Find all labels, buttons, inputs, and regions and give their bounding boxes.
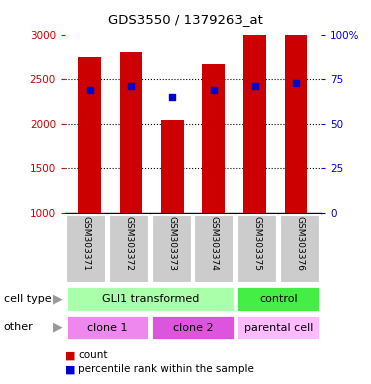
Text: ■: ■ — [65, 364, 75, 374]
Text: count: count — [78, 350, 108, 360]
Point — [169, 94, 175, 100]
Text: other: other — [4, 322, 33, 332]
Text: GSM303373: GSM303373 — [167, 216, 176, 271]
Text: ▶: ▶ — [53, 321, 62, 334]
Bar — [285, 0, 308, 213]
Text: GSM303372: GSM303372 — [124, 216, 134, 271]
Text: clone 1: clone 1 — [87, 323, 128, 333]
Bar — [194, 215, 234, 283]
Bar — [119, 53, 142, 213]
Text: GSM303374: GSM303374 — [210, 216, 219, 271]
Bar — [109, 215, 149, 283]
Point — [87, 87, 93, 93]
Text: GLI1 transformed: GLI1 transformed — [102, 294, 199, 304]
Bar — [66, 215, 106, 283]
Text: GSM303375: GSM303375 — [252, 216, 262, 271]
Bar — [237, 215, 277, 283]
Text: GSM303371: GSM303371 — [82, 216, 91, 271]
Point — [211, 87, 217, 93]
Text: percentile rank within the sample: percentile rank within the sample — [78, 364, 254, 374]
Bar — [151, 215, 192, 283]
Point — [128, 83, 134, 89]
Text: ▶: ▶ — [53, 292, 62, 305]
Bar — [151, 315, 235, 340]
Text: control: control — [259, 294, 298, 304]
Text: cell type: cell type — [4, 294, 51, 304]
Text: parental cell: parental cell — [244, 323, 313, 333]
Text: GDS3550 / 1379263_at: GDS3550 / 1379263_at — [108, 13, 263, 26]
Point — [293, 80, 299, 86]
Text: clone 2: clone 2 — [173, 323, 213, 333]
Bar — [66, 315, 150, 340]
Bar — [66, 286, 235, 311]
Bar — [243, 27, 266, 213]
Text: ■: ■ — [65, 350, 75, 360]
Bar — [161, 120, 184, 213]
Bar — [236, 286, 320, 311]
Bar — [279, 215, 320, 283]
Bar — [202, 64, 225, 213]
Point — [252, 83, 258, 89]
Text: GSM303376: GSM303376 — [295, 216, 304, 271]
Bar — [236, 315, 320, 340]
Bar — [78, 57, 101, 213]
